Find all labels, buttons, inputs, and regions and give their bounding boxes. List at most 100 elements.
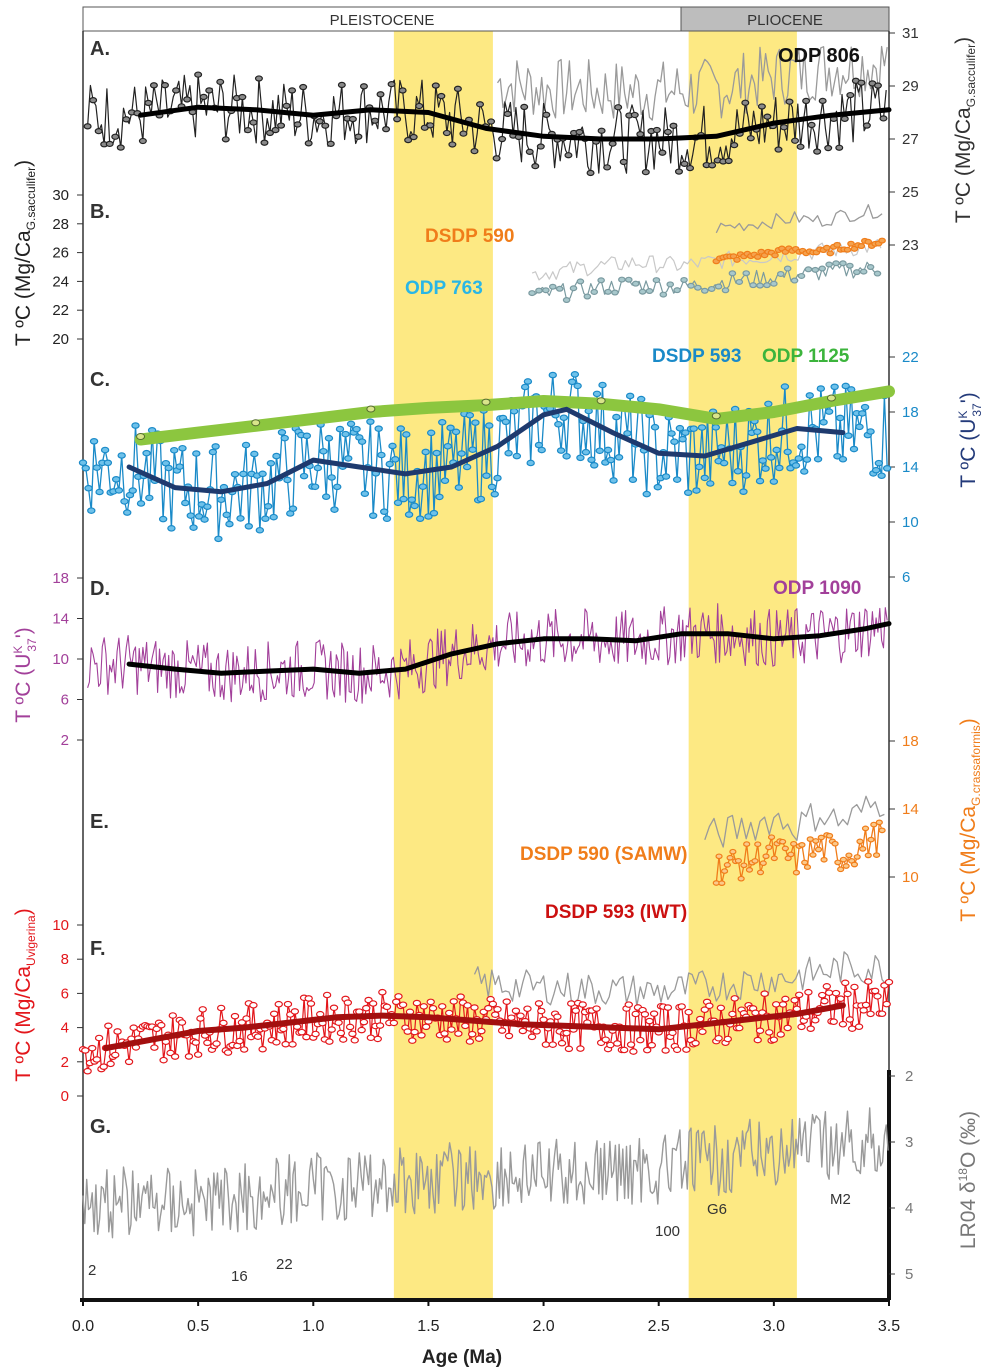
- y-tick-label-a: 27: [902, 131, 919, 148]
- y-tick-label-e: 18: [902, 733, 919, 750]
- svg-text:T ºC (Mg/CaG.sacculifer): T ºC (Mg/CaG.sacculifer): [952, 37, 978, 223]
- raw-point: [177, 1019, 187, 1026]
- raw-point: [878, 827, 886, 834]
- raw-point: [266, 459, 276, 467]
- raw-point: [212, 1040, 221, 1047]
- raw-point: [410, 1028, 419, 1036]
- raw-point: [335, 425, 345, 433]
- raw-point: [567, 378, 577, 386]
- raw-point: [629, 1048, 638, 1055]
- raw-point: [811, 1016, 820, 1024]
- raw-point: [236, 515, 245, 522]
- raw-point: [780, 383, 790, 390]
- raw-point: [142, 449, 151, 457]
- raw-point: [723, 1035, 733, 1043]
- raw-point: [150, 1044, 159, 1051]
- raw-point: [652, 126, 661, 134]
- raw-point: [492, 155, 501, 162]
- raw-point: [271, 126, 280, 134]
- raw-point: [92, 464, 102, 471]
- raw-point: [860, 403, 870, 411]
- raw-point: [643, 1046, 652, 1054]
- raw-point: [288, 505, 298, 512]
- raw-point: [813, 148, 822, 155]
- raw-point: [684, 1008, 693, 1016]
- raw-point: [587, 456, 596, 464]
- raw-point: [311, 1030, 320, 1038]
- raw-point: [803, 864, 812, 870]
- raw-point: [520, 383, 530, 391]
- raw-point: [705, 1002, 714, 1010]
- raw-point: [742, 472, 751, 479]
- raw-point: [765, 844, 773, 851]
- raw-point: [243, 127, 252, 134]
- raw-point: [762, 853, 770, 860]
- raw-point: [426, 429, 436, 437]
- raw-point: [117, 452, 126, 459]
- panel-letter-b: B.: [90, 201, 110, 223]
- raw-point: [733, 256, 741, 263]
- raw-point: [598, 381, 607, 389]
- raw-point: [814, 846, 823, 853]
- x-tick-label: 3.0: [763, 1318, 785, 1335]
- raw-point: [661, 473, 671, 480]
- raw-point: [189, 524, 198, 531]
- raw-point: [567, 1000, 576, 1007]
- raw-point: [393, 116, 402, 123]
- raw-point: [776, 1031, 785, 1038]
- raw-point: [775, 464, 784, 472]
- raw-point: [870, 987, 880, 995]
- raw-point: [882, 1000, 891, 1008]
- y-tick-label-c: 22: [902, 349, 919, 366]
- raw-point: [825, 832, 834, 839]
- raw-point: [619, 158, 628, 166]
- raw-point: [402, 431, 411, 438]
- raw-point: [535, 287, 543, 294]
- raw-point: [735, 278, 744, 285]
- raw-point: [490, 490, 499, 498]
- raw-point: [175, 463, 184, 470]
- raw-point: [867, 836, 875, 843]
- raw-point: [728, 270, 737, 277]
- raw-point: [756, 282, 764, 289]
- raw-point: [698, 1028, 707, 1036]
- raw-point: [341, 430, 350, 438]
- raw-point: [826, 250, 835, 257]
- raw-point: [761, 465, 770, 472]
- raw-point: [374, 425, 383, 432]
- raw-point: [771, 1001, 781, 1008]
- raw-point: [293, 121, 302, 128]
- raw-point: [523, 378, 533, 385]
- raw-point: [382, 1003, 392, 1011]
- raw-point: [592, 1005, 601, 1012]
- raw-point: [758, 457, 768, 464]
- raw-point: [776, 270, 785, 277]
- raw-point: [562, 297, 571, 304]
- raw-point: [333, 483, 342, 491]
- raw-point: [324, 434, 334, 442]
- raw-point: [129, 1024, 138, 1032]
- raw-point: [482, 472, 491, 479]
- raw-point: [838, 455, 848, 463]
- raw-point: [542, 287, 550, 294]
- raw-point: [113, 1028, 122, 1035]
- raw-point: [344, 455, 353, 462]
- pleistocene-label: PLEISTOCENE: [330, 12, 435, 29]
- y-tick-label-d: 14: [52, 611, 69, 628]
- raw-point: [512, 452, 522, 460]
- raw-point: [687, 282, 695, 289]
- raw-point: [570, 371, 580, 378]
- raw-point: [649, 1010, 659, 1017]
- raw-point: [838, 1020, 848, 1028]
- raw-point: [691, 1039, 700, 1047]
- raw-point: [409, 133, 418, 141]
- y-tick-label-d: 2: [61, 732, 69, 749]
- raw-point: [172, 87, 181, 94]
- raw-point: [681, 429, 690, 436]
- raw-point: [742, 270, 751, 277]
- raw-point: [302, 432, 312, 440]
- raw-point: [824, 144, 833, 152]
- raw-point: [418, 483, 428, 490]
- raw-point: [759, 860, 767, 867]
- raw-point: [230, 1012, 240, 1020]
